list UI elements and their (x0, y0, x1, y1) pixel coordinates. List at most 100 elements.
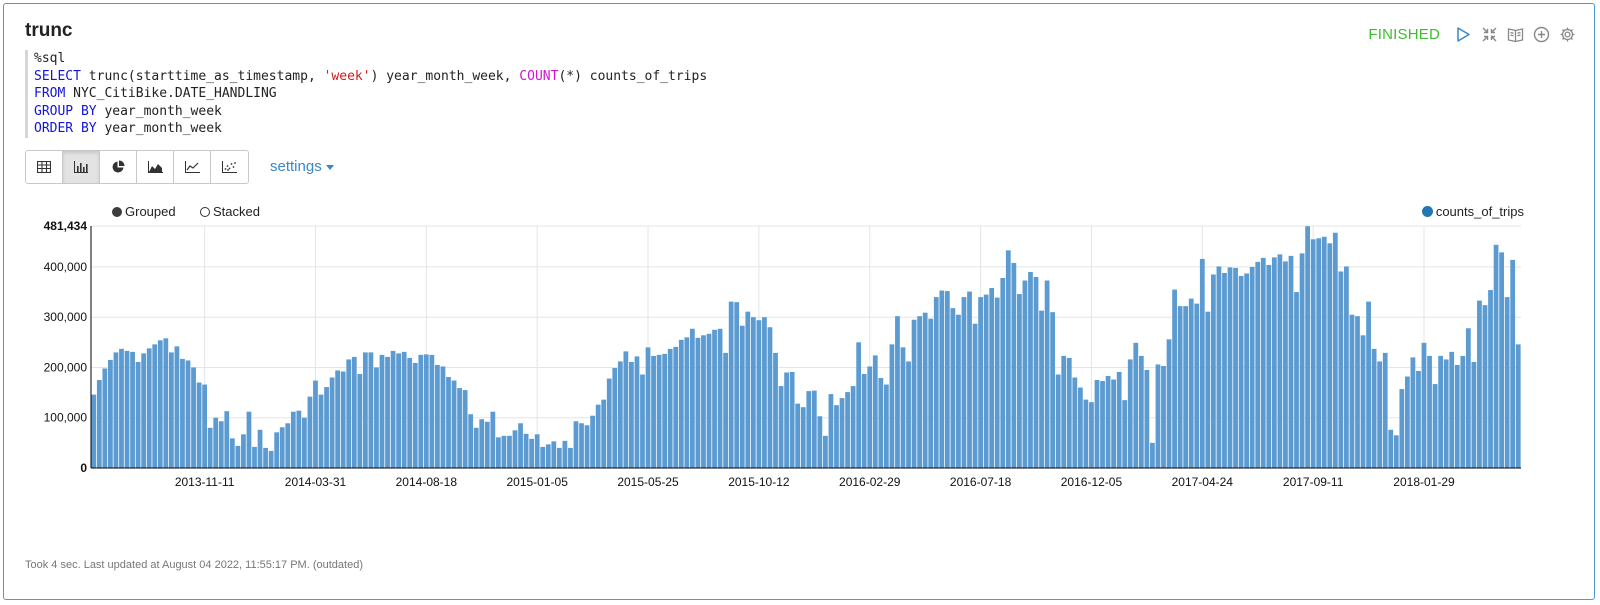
bar (745, 311, 751, 468)
bar (246, 411, 252, 468)
bar (1360, 335, 1366, 468)
line-chart-button[interactable] (174, 151, 211, 183)
bar (451, 380, 457, 468)
bar (701, 335, 706, 468)
scatter-chart-button[interactable] (211, 151, 248, 183)
bar (612, 367, 618, 468)
bar (861, 374, 867, 468)
pie-chart-button[interactable] (100, 151, 137, 183)
bar (163, 338, 169, 468)
grouped-option[interactable]: Grouped (112, 204, 176, 219)
bar (767, 327, 773, 468)
bar (191, 367, 196, 468)
bar (141, 353, 147, 468)
bar (712, 329, 717, 468)
grouped-label: Grouped (125, 204, 176, 219)
bar (484, 421, 490, 468)
run-icon[interactable] (1455, 26, 1472, 43)
bar (1471, 361, 1477, 468)
bar (1028, 271, 1033, 468)
bar (762, 317, 767, 468)
bar (1244, 273, 1250, 468)
collapse-icon[interactable] (1481, 26, 1498, 43)
bar (1482, 305, 1488, 468)
bar (568, 447, 573, 468)
bar (180, 358, 185, 468)
bar (296, 410, 302, 468)
table-icon (37, 161, 51, 173)
area-chart-button[interactable] (137, 151, 174, 183)
x-tick-label: 2013-11-11 (175, 475, 235, 489)
table-view-button[interactable] (26, 151, 63, 183)
bar (290, 411, 296, 468)
bar (1410, 357, 1416, 468)
bar (346, 359, 352, 468)
x-tick-label: 2014-03-31 (285, 475, 347, 489)
line-chart-icon (184, 161, 200, 173)
bar (1510, 259, 1516, 468)
bar (1061, 355, 1067, 468)
pie-chart-icon (112, 160, 125, 173)
bar (1227, 267, 1233, 468)
bar (479, 419, 485, 468)
sql-editor[interactable]: %sql SELECT trunc(starttime_as_timestamp,… (25, 50, 1589, 138)
bar (1515, 344, 1521, 468)
bar (329, 377, 335, 468)
bar (490, 411, 496, 468)
bar (823, 435, 828, 468)
bar (850, 386, 856, 468)
bar (634, 356, 640, 468)
bar (645, 347, 651, 468)
bar (1011, 262, 1017, 468)
bar (146, 348, 152, 468)
bar (374, 367, 379, 468)
bar (895, 316, 900, 468)
bar (534, 434, 540, 468)
bar (795, 403, 801, 468)
paragraph-title[interactable]: trunc (25, 20, 73, 41)
bar (1321, 236, 1327, 468)
status-label: FINISHED (1368, 26, 1440, 43)
bar (1211, 274, 1216, 468)
bar (883, 384, 889, 468)
bar (717, 328, 723, 468)
y-tick-label: 200,000 (44, 360, 88, 374)
stacked-option[interactable]: Stacked (200, 204, 260, 219)
bar (1255, 261, 1261, 468)
bar (806, 391, 812, 468)
bar (362, 352, 368, 468)
bar (157, 340, 163, 468)
book-icon[interactable] (1507, 26, 1524, 43)
bar (135, 361, 141, 468)
x-tick-label: 2016-12-05 (1061, 475, 1123, 489)
bar-chart-button[interactable] (63, 151, 100, 183)
bar (983, 294, 989, 468)
add-icon[interactable] (1533, 26, 1550, 43)
bar (1493, 244, 1499, 468)
paragraph-controls: FINISHED (1368, 26, 1576, 43)
bar (928, 318, 934, 468)
bar (662, 353, 668, 468)
bar (1172, 289, 1177, 468)
bar (168, 352, 174, 468)
bar (1166, 339, 1172, 468)
bar (1271, 257, 1277, 468)
bar (695, 337, 701, 468)
bar (944, 291, 950, 468)
x-tick-label: 2017-09-11 (1283, 475, 1344, 489)
bar (1399, 389, 1405, 468)
gear-icon[interactable] (1559, 26, 1576, 43)
bar (573, 421, 579, 468)
bar (274, 432, 280, 468)
bar (468, 414, 474, 468)
bar (1155, 364, 1161, 468)
bar (440, 366, 446, 468)
bar (1260, 257, 1266, 468)
bar (562, 440, 568, 468)
bar (1039, 310, 1044, 468)
series-legend[interactable]: counts_of_trips (1421, 204, 1524, 219)
code-line: GROUP BY year_month_week (34, 103, 222, 119)
bar (196, 382, 202, 468)
settings-dropdown[interactable]: settings (270, 158, 334, 175)
